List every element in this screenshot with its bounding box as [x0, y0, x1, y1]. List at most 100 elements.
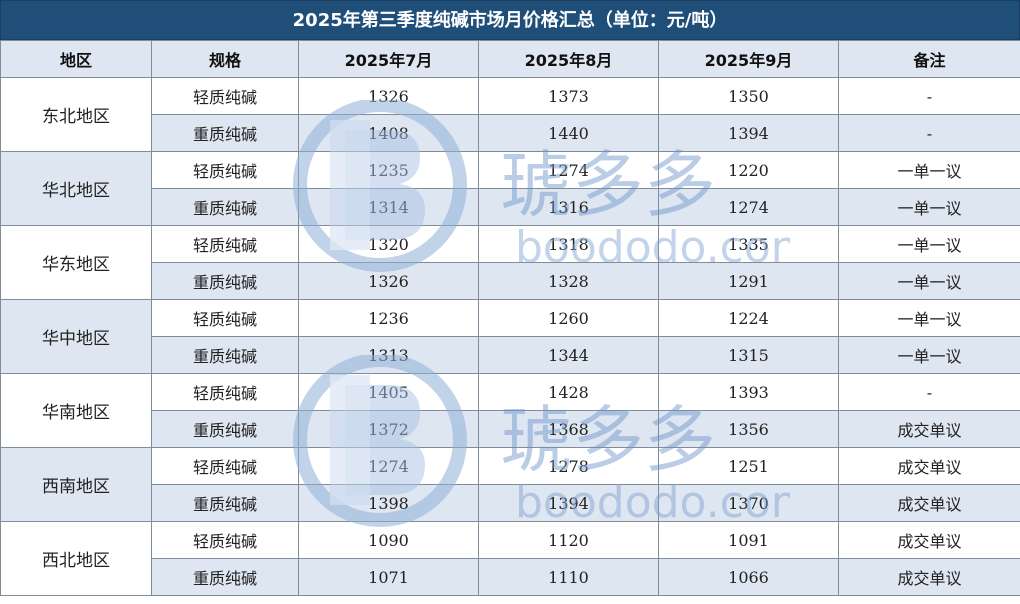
price-cell-sep: 1251 [658, 447, 839, 485]
spec-cell: 轻质纯碱 [151, 521, 299, 559]
table-row: 重质纯碱 1314 1316 1274 一单一议 [1, 188, 1020, 226]
price-cell-jul: 1236 [298, 299, 479, 337]
price-cell-aug: 1110 [478, 558, 659, 596]
price-cell-sep: 1220 [658, 151, 839, 189]
spec-cell: 重质纯碱 [151, 262, 299, 300]
spec-cell: 重质纯碱 [151, 410, 299, 448]
price-cell-aug: 1394 [478, 484, 659, 522]
table-row: 重质纯碱 1313 1344 1315 一单一议 [1, 336, 1020, 374]
table-row: 华北地区 轻质纯碱 1235 1274 1220 一单一议 [0, 151, 1020, 226]
spec-cell: 轻质纯碱 [151, 225, 299, 263]
header-note: 备注 [838, 40, 1020, 78]
region-cell: 东北地区 [0, 77, 152, 152]
price-cell-aug: 1260 [478, 299, 659, 337]
table-row: 华南地区 轻质纯碱 1405 1428 1393 - [0, 373, 1020, 448]
header-sep: 2025年9月 [658, 40, 839, 78]
price-cell-sep: 1315 [658, 336, 839, 374]
price-cell-jul: 1314 [298, 188, 479, 226]
table-row: 西北地区 轻质纯碱 1090 1120 1091 成交单议 [0, 521, 1020, 596]
table-row: 重质纯碱 1372 1368 1356 成交单议 [1, 410, 1020, 448]
note-cell: 一单一议 [838, 151, 1020, 189]
price-cell-sep: 1335 [658, 225, 839, 263]
note-cell: 成交单议 [838, 410, 1020, 448]
price-cell-aug: 1368 [478, 410, 659, 448]
price-cell-jul: 1408 [298, 114, 479, 152]
price-cell-aug: 1373 [478, 77, 659, 115]
price-cell-jul: 1235 [298, 151, 479, 189]
price-cell-aug: 1344 [478, 336, 659, 374]
note-cell: - [838, 77, 1020, 115]
spec-cell: 重质纯碱 [151, 114, 299, 152]
note-cell: 成交单议 [838, 558, 1020, 596]
table-row: 重质纯碱 1398 1394 1370 成交单议 [1, 484, 1020, 522]
price-cell-jul: 1405 [298, 373, 479, 411]
region-cell: 西南地区 [0, 447, 152, 522]
table-row: 重质纯碱 1071 1110 1066 成交单议 [1, 558, 1020, 596]
region-cell: 华南地区 [0, 373, 152, 448]
price-cell-jul: 1326 [298, 262, 479, 300]
note-cell: 一单一议 [838, 299, 1020, 337]
table-row: 华东地区 轻质纯碱 1320 1318 1335 一单一议 [0, 225, 1020, 300]
region-cell: 西北地区 [0, 521, 152, 596]
region-cell: 华北地区 [0, 151, 152, 226]
price-cell-sep: 1393 [658, 373, 839, 411]
spec-cell: 轻质纯碱 [151, 77, 299, 115]
note-cell: - [838, 114, 1020, 152]
price-cell-jul: 1372 [298, 410, 479, 448]
spec-cell: 重质纯碱 [151, 188, 299, 226]
price-cell-sep: 1274 [658, 188, 839, 226]
note-cell: 一单一议 [838, 336, 1020, 374]
price-cell-aug: 1328 [478, 262, 659, 300]
price-cell-sep: 1066 [658, 558, 839, 596]
price-cell-jul: 1398 [298, 484, 479, 522]
note-cell: 成交单议 [838, 484, 1020, 522]
price-cell-sep: 1394 [658, 114, 839, 152]
note-cell: 一单一议 [838, 262, 1020, 300]
region-cell: 华中地区 [0, 299, 152, 374]
price-cell-sep: 1291 [658, 262, 839, 300]
spec-cell: 轻质纯碱 [151, 151, 299, 189]
spec-cell: 轻质纯碱 [151, 299, 299, 337]
header-row: 地区 规格 2025年7月 2025年8月 2025年9月 备注 [0, 40, 1020, 78]
note-cell: 成交单议 [838, 521, 1020, 559]
note-cell: 成交单议 [838, 447, 1020, 485]
spec-cell: 重质纯碱 [151, 558, 299, 596]
spec-cell: 重质纯碱 [151, 484, 299, 522]
price-cell-aug: 1440 [478, 114, 659, 152]
price-cell-jul: 1320 [298, 225, 479, 263]
price-cell-aug: 1274 [478, 151, 659, 189]
header-spec: 规格 [151, 40, 299, 78]
header-jul: 2025年7月 [298, 40, 479, 78]
table-row: 重质纯碱 1326 1328 1291 一单一议 [1, 262, 1020, 300]
price-cell-aug: 1428 [478, 373, 659, 411]
price-cell-jul: 1326 [298, 77, 479, 115]
table-row: 东北地区 轻质纯碱 1326 1373 1350 - [0, 77, 1020, 152]
price-cell-aug: 1316 [478, 188, 659, 226]
price-cell-jul: 1313 [298, 336, 479, 374]
header-aug: 2025年8月 [478, 40, 659, 78]
price-cell-aug: 1120 [478, 521, 659, 559]
region-cell: 华东地区 [0, 225, 152, 300]
price-cell-sep: 1091 [658, 521, 839, 559]
price-cell-sep: 1224 [658, 299, 839, 337]
table-row: 西南地区 轻质纯碱 1274 1278 1251 成交单议 [0, 447, 1020, 522]
table-row: 重质纯碱 1408 1440 1394 - [1, 114, 1020, 152]
price-cell-sep: 1350 [658, 77, 839, 115]
spec-cell: 轻质纯碱 [151, 373, 299, 411]
price-cell-aug: 1318 [478, 225, 659, 263]
header-region: 地区 [0, 40, 152, 78]
spec-cell: 重质纯碱 [151, 336, 299, 374]
price-cell-sep: 1370 [658, 484, 839, 522]
price-cell-sep: 1356 [658, 410, 839, 448]
spec-cell: 轻质纯碱 [151, 447, 299, 485]
price-cell-aug: 1278 [478, 447, 659, 485]
table-row: 华中地区 轻质纯碱 1236 1260 1224 一单一议 [0, 299, 1020, 374]
note-cell: 一单一议 [838, 225, 1020, 263]
price-cell-jul: 1090 [298, 521, 479, 559]
table-title: 2025年第三季度纯碱市场月价格汇总（单位：元/吨） [0, 0, 1020, 40]
price-table: 地区 规格 2025年7月 2025年8月 2025年9月 备注 东北地区 轻质… [0, 40, 1020, 596]
price-cell-jul: 1071 [298, 558, 479, 596]
note-cell: 一单一议 [838, 188, 1020, 226]
note-cell: - [838, 373, 1020, 411]
price-cell-jul: 1274 [298, 447, 479, 485]
